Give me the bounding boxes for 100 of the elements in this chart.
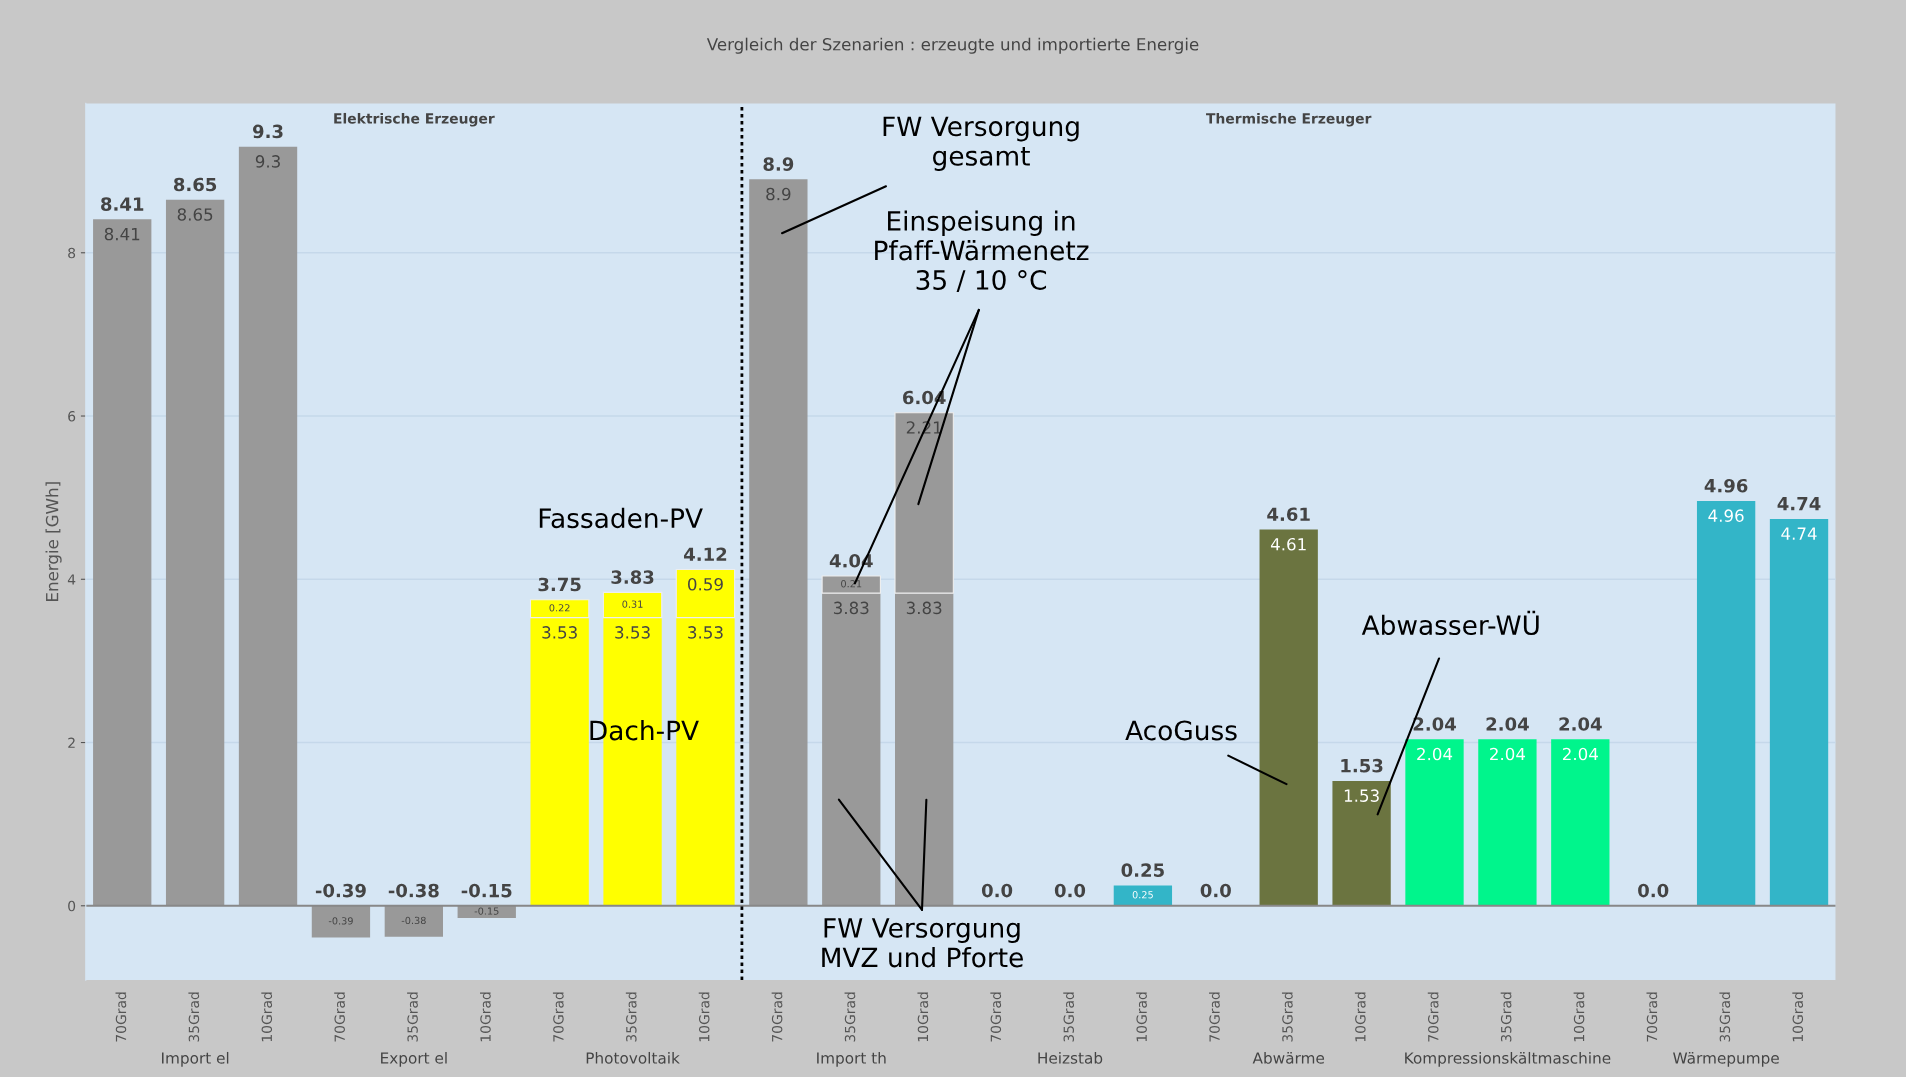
x-tick-label: 70Grad <box>115 992 127 1042</box>
y-tick-label: 2 <box>68 737 75 748</box>
data-label: 0.31 <box>622 600 643 608</box>
text: Photovoltaik <box>586 1051 680 1064</box>
total-label: 4.61 <box>1267 507 1310 522</box>
x-tick-label: 70Grad <box>1646 992 1658 1042</box>
annotation: Fassaden-PV <box>539 507 703 529</box>
bar <box>1769 518 1829 906</box>
data-label: 4.74 <box>1781 527 1817 540</box>
data-label: 0.59 <box>688 577 723 591</box>
y-tick-label: 4 <box>67 574 76 585</box>
annotation: Abwasser-WÜ <box>1361 610 1539 636</box>
x-tick-label: 70Grad <box>990 992 1002 1042</box>
data-label: 8.41 <box>104 227 140 241</box>
x-tick-label: 10Grad <box>1792 992 1804 1042</box>
data-label: 3.53 <box>688 626 723 639</box>
text: Heizstab <box>1038 1051 1103 1064</box>
text: Kompressionskältmaschine <box>1405 1051 1611 1067</box>
data-label: 3.83 <box>906 601 942 615</box>
data-label: -0.15 <box>474 907 499 915</box>
text: Export el <box>381 1051 447 1067</box>
annotation: FW Versorgung MVZ und Pforte <box>822 918 1023 968</box>
total-label: 0.0 <box>981 883 1013 898</box>
total-label: 0.0 <box>1054 883 1086 898</box>
bar <box>1551 739 1610 906</box>
annotation: Elektrische Erzeuger <box>334 112 495 127</box>
y-tick-label: 6 <box>68 410 76 422</box>
x-tick-label: 35Grad <box>1500 992 1512 1042</box>
annotation: AcoGuss <box>1125 720 1237 741</box>
data-label: 9.3 <box>255 155 280 168</box>
total-label: 4.12 <box>684 547 727 561</box>
text: Abwärme <box>1252 1051 1325 1064</box>
data-label: 8.9 <box>766 187 791 201</box>
total-label: 8.9 <box>763 157 794 171</box>
data-label: 2.04 <box>1562 747 1598 761</box>
x-tick-label: 70Grad <box>1427 992 1439 1042</box>
bar <box>1332 780 1391 906</box>
bar <box>311 905 371 938</box>
x-tick-label: 35Grad <box>1719 992 1731 1042</box>
x-tick-label: 35Grad <box>625 992 637 1042</box>
data-label: 2.04 <box>1490 747 1526 761</box>
x-tick-label: 10Grad <box>1354 992 1366 1042</box>
x-tick-label: 35Grad <box>844 992 856 1042</box>
total-label: 2.04 <box>1486 717 1529 731</box>
total-label: 0.25 <box>1121 863 1164 877</box>
total-label: 8.65 <box>173 177 217 192</box>
total-label: -0.39 <box>315 883 366 898</box>
total-label: 2.04 <box>1559 717 1602 731</box>
x-tick-label: 10Grad <box>261 992 273 1042</box>
y-tick-label: 0 <box>68 900 76 912</box>
total-label: 4.74 <box>1777 497 1821 511</box>
bar <box>1696 500 1756 906</box>
bar <box>1405 739 1464 906</box>
data-label: -0.39 <box>328 917 353 925</box>
x-tick-label: 10Grad <box>1136 992 1147 1042</box>
data-label: 3.53 <box>542 626 577 639</box>
total-label: 3.75 <box>538 577 581 592</box>
data-label: 1.53 <box>1344 789 1379 802</box>
data-label: 0.21 <box>841 580 862 588</box>
x-tick-label: 35Grad <box>407 992 418 1042</box>
data-label: 0.22 <box>549 604 570 612</box>
x-tick-label: 35Grad <box>188 992 200 1042</box>
x-tick-label: 10Grad <box>480 992 491 1042</box>
bar <box>1478 739 1537 906</box>
total-label: -0.38 <box>388 883 439 898</box>
data-label: 4.61 <box>1270 537 1306 551</box>
data-label: 8.65 <box>177 208 213 221</box>
total-label: 0.0 <box>1638 883 1669 898</box>
bar <box>238 146 298 906</box>
total-label: 4.96 <box>1704 478 1748 493</box>
total-label: 3.83 <box>611 570 654 584</box>
data-label: 2.04 <box>1417 747 1453 761</box>
data-label: 3.83 <box>833 601 869 615</box>
y-tick-label: 8 <box>68 247 76 259</box>
annotation: FW Versorgung gesamt <box>883 116 1079 171</box>
total-label: -0.15 <box>461 883 512 898</box>
annotation: Einspeisung in Pfaff-Wärmenetz 35 / 10 °C <box>875 210 1089 293</box>
total-label: 8.41 <box>101 197 144 211</box>
text: Import el <box>162 1051 229 1067</box>
bar <box>1259 529 1318 906</box>
text: Wärmepumpe <box>1673 1051 1779 1067</box>
data-label: 0.25 <box>1132 891 1153 899</box>
data-label: 3.53 <box>615 626 650 639</box>
x-tick-label: 70Grad <box>1209 992 1220 1042</box>
bar <box>749 179 808 906</box>
total-label: 2.04 <box>1413 717 1456 731</box>
bar <box>1113 885 1173 906</box>
chart-title: Vergleich der Szenarien : erzeugte und importierte Energie <box>706 37 1199 54</box>
x-tick-label: 35Grad <box>1063 992 1075 1042</box>
x-tick-label: 10Grad <box>917 992 929 1042</box>
total-label: 9.3 <box>252 124 283 139</box>
annotation: Thermische Erzeuger <box>1206 112 1372 127</box>
bar <box>165 199 225 906</box>
total-label: 0.0 <box>1200 883 1231 898</box>
x-tick-label: 70Grad <box>771 992 783 1042</box>
x-tick-label: 35Grad <box>1281 992 1293 1042</box>
x-tick-label: 70Grad <box>552 992 564 1042</box>
text: Import th <box>817 1051 886 1067</box>
bar <box>384 905 443 937</box>
x-tick-label: 10Grad <box>1573 992 1585 1042</box>
